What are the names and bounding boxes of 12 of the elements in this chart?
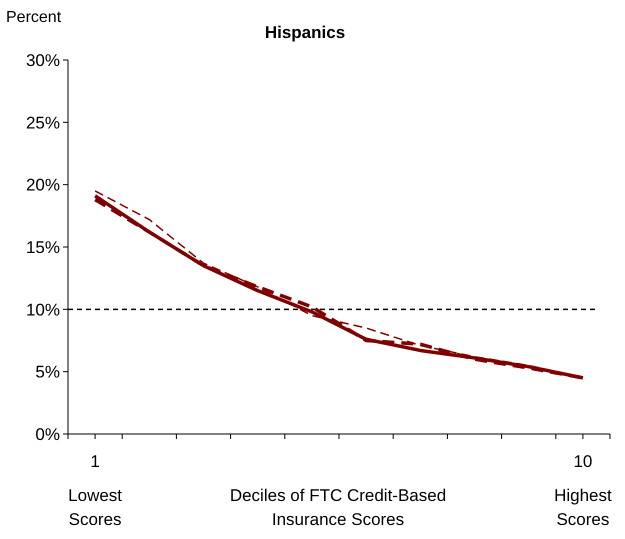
y-tick-label: 20% — [26, 176, 60, 195]
y-tick-label: 25% — [26, 113, 60, 132]
y-tick-label: 10% — [26, 300, 60, 320]
x-axis-title: Deciles of FTC Credit-Based Insurance Scores — [230, 486, 446, 529]
y-axis-title: Percent — [6, 9, 62, 26]
x-tick-label: 1 Lowest Scores — [68, 452, 122, 529]
y-tick-label: 30% — [26, 50, 60, 70]
x-tick-label: 10 Highest Scores — [554, 452, 612, 529]
chart-title: Hispanics — [264, 23, 346, 42]
y-tick-label: 5% — [35, 362, 60, 382]
y-tick-label: 0% — [35, 424, 60, 444]
y-tick-label: 15% — [26, 238, 60, 257]
